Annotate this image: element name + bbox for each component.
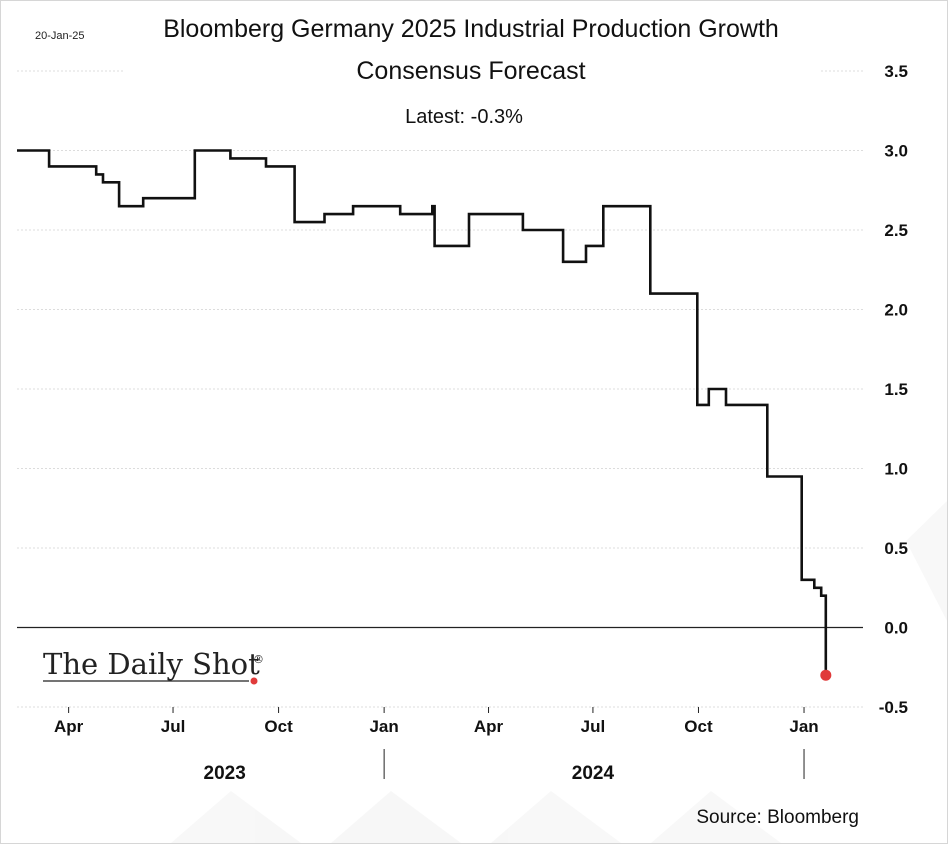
y-tick-label: 3.5 xyxy=(884,62,908,81)
source-note: Source: Bloomberg xyxy=(696,807,859,828)
logo-registered-mark: ® xyxy=(253,653,264,666)
latest-value-label: Latest: -0.3% xyxy=(405,106,523,128)
x-tick-label: Jul xyxy=(161,717,186,736)
x-tick-label: Oct xyxy=(684,717,713,736)
daily-shot-logo: The Daily Shot ® xyxy=(43,647,264,685)
x-tick-label: Jan xyxy=(369,717,398,736)
logo-text: The Daily Shot xyxy=(43,647,260,681)
year-label: 2023 xyxy=(204,763,246,784)
y-tick-label: 3.0 xyxy=(884,142,908,161)
x-tick-label: Oct xyxy=(264,717,293,736)
y-tick-label: 0.5 xyxy=(884,539,908,558)
y-tick-label: 2.0 xyxy=(884,301,908,320)
date-stamp: 20-Jan-25 xyxy=(35,30,85,42)
year-axis: 2023 2024 xyxy=(204,749,805,784)
grid-lines xyxy=(17,70,863,708)
latest-point-marker xyxy=(820,669,832,681)
year-label: 2024 xyxy=(572,763,615,784)
chart-title: Bloomberg Germany 2025 Industrial Produc… xyxy=(163,15,779,43)
x-axis: Apr Jul Oct Jan Apr Jul Oct Jan xyxy=(54,707,819,736)
logo-dot xyxy=(250,677,258,685)
x-tick-label: Jan xyxy=(789,717,818,736)
y-tick-label: -0.5 xyxy=(879,698,908,717)
chart-subtitle: Consensus Forecast xyxy=(356,57,585,85)
y-axis: 3.5 3.0 2.5 2.0 1.5 1.0 0.5 0.0 -0.5 xyxy=(879,62,908,717)
y-tick-label: 2.5 xyxy=(884,221,908,240)
background-watermark xyxy=(171,501,947,843)
x-tick-label: Jul xyxy=(581,717,606,736)
series-line xyxy=(17,149,828,676)
y-tick-label: 1.5 xyxy=(884,380,908,399)
x-tick-label: Apr xyxy=(474,717,504,736)
series-group xyxy=(17,149,832,681)
y-tick-label: 1.0 xyxy=(884,460,908,479)
x-tick-label: Apr xyxy=(54,717,84,736)
y-tick-label: 0.0 xyxy=(884,619,908,638)
